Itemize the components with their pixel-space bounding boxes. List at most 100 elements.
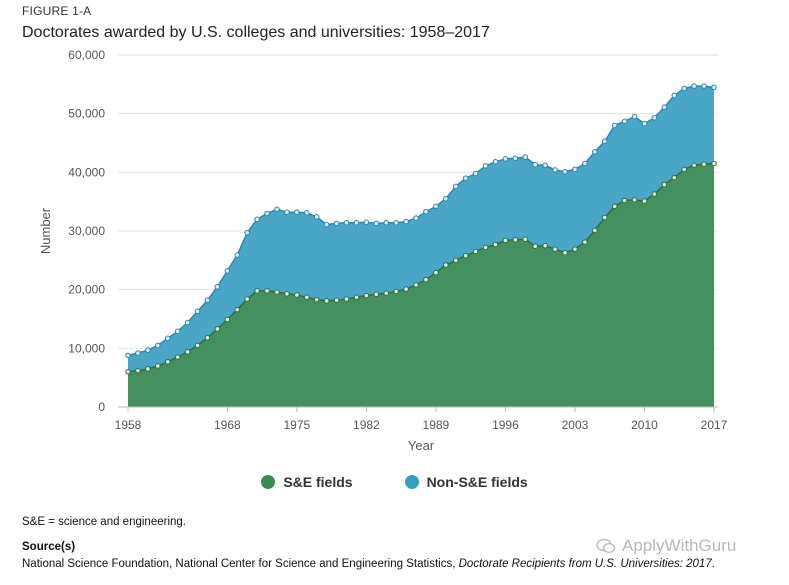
x-tick-label: 2010 [631,418,658,432]
point-non-se-fields [452,183,459,190]
point-non-se-fields [254,216,260,223]
point-se-fields [681,166,688,173]
watermark: ApplyWithGuru [596,536,736,556]
point-non-se-fields [631,113,638,120]
point-se-fields [383,290,390,296]
chart-markers [125,83,717,375]
point-non-se-fields [711,84,717,91]
y-tick-label: 60,000 [68,48,105,62]
x-tick-label: 1996 [492,418,519,432]
point-se-fields [542,242,548,249]
point-non-se-fields [154,342,161,349]
point-non-se-fields [373,220,380,227]
point-non-se-fields [433,203,439,210]
point-non-se-fields [413,215,419,221]
point-se-fields [164,359,171,365]
point-se-fields [552,246,558,252]
x-tick-label: 2003 [562,418,589,432]
point-se-fields [125,369,131,375]
point-non-se-fields [572,166,578,173]
point-non-se-fields [661,104,668,111]
area-chart: 0 10,000 20,000 30,000 40,000 50,000 60,000 195… [38,48,728,453]
point-se-fields [522,236,529,243]
point-non-se-fields [234,252,241,258]
point-se-fields [472,248,479,255]
point-se-fields [363,292,370,299]
point-se-fields [601,214,608,221]
chart-areas [127,85,715,407]
point-se-fields [145,366,151,372]
y-tick-label: 0 [98,400,105,414]
chart-axes: 0 10,000 20,000 30,000 40,000 50,000 60,000 195… [68,48,727,432]
point-non-se-fields [264,210,270,217]
point-se-fields [353,294,360,301]
wechat-icon [596,538,616,554]
point-se-fields [224,316,231,323]
point-se-fields [462,252,469,259]
point-non-se-fields [343,219,350,226]
point-non-se-fields [532,161,539,168]
point-non-se-fields [691,83,697,89]
x-tick-label: 1989 [423,418,450,432]
point-non-se-fields [443,195,449,202]
point-non-se-fields [423,208,429,215]
point-non-se-fields [204,297,211,304]
point-se-fields [452,257,459,264]
point-se-fields [423,276,429,283]
point-se-fields [413,282,419,288]
point-non-se-fields [323,221,330,228]
point-non-se-fields [512,155,519,162]
point-se-fields [214,326,221,332]
point-se-fields [135,367,141,374]
point-se-fields [403,286,409,292]
point-non-se-fields [671,92,678,99]
y-tick-label: 10,000 [68,341,105,355]
point-se-fields [154,363,161,369]
point-se-fields [582,239,588,245]
point-non-se-fields [284,209,290,216]
point-non-se-fields [482,163,489,169]
x-tick-label: 1982 [353,418,380,432]
x-tick-label: 1975 [283,418,310,432]
point-se-fields [333,297,340,304]
point-non-se-fields [472,170,479,177]
point-non-se-fields [224,268,231,274]
area-se-fields [128,163,714,407]
point-non-se-fields [214,283,221,290]
point-non-se-fields [125,352,131,359]
x-tick-label: 1968 [214,418,241,432]
point-non-se-fields [135,350,141,356]
point-se-fields [572,246,578,252]
point-non-se-fields [502,156,509,162]
x-tick-label: 2017 [701,418,728,432]
point-non-se-fields [601,138,608,145]
point-non-se-fields [145,347,151,353]
point-non-se-fields [184,319,191,326]
point-se-fields [711,160,717,167]
point-se-fields [373,291,380,298]
point-se-fields [482,244,489,251]
point-se-fields [701,161,707,167]
point-se-fields [443,262,449,268]
point-se-fields [234,306,241,313]
figure-label: FIGURE 1-A [22,4,92,18]
x-axis-label: Year [408,438,435,453]
point-non-se-fields [522,154,529,160]
point-non-se-fields [383,219,390,226]
footnote: S&E = science and engineering. [22,516,186,528]
point-se-fields [244,296,250,302]
point-non-se-fields [313,214,320,220]
y-tick-label: 50,000 [68,107,105,121]
watermark-text: ApplyWithGuru [622,536,737,555]
point-non-se-fields [333,220,340,227]
point-non-se-fields [462,175,469,181]
x-tick-label: 1958 [115,418,142,432]
legend-item-non-se[interactable]: Non-S&E fields [404,474,528,490]
point-se-fields [393,288,399,295]
point-non-se-fields [621,118,628,125]
legend-item-se[interactable]: S&E fields [261,474,353,490]
point-non-se-fields [294,209,300,216]
y-tick-label: 30,000 [68,224,105,238]
y-tick-label: 40,000 [68,165,105,179]
source-end: . [711,558,715,570]
